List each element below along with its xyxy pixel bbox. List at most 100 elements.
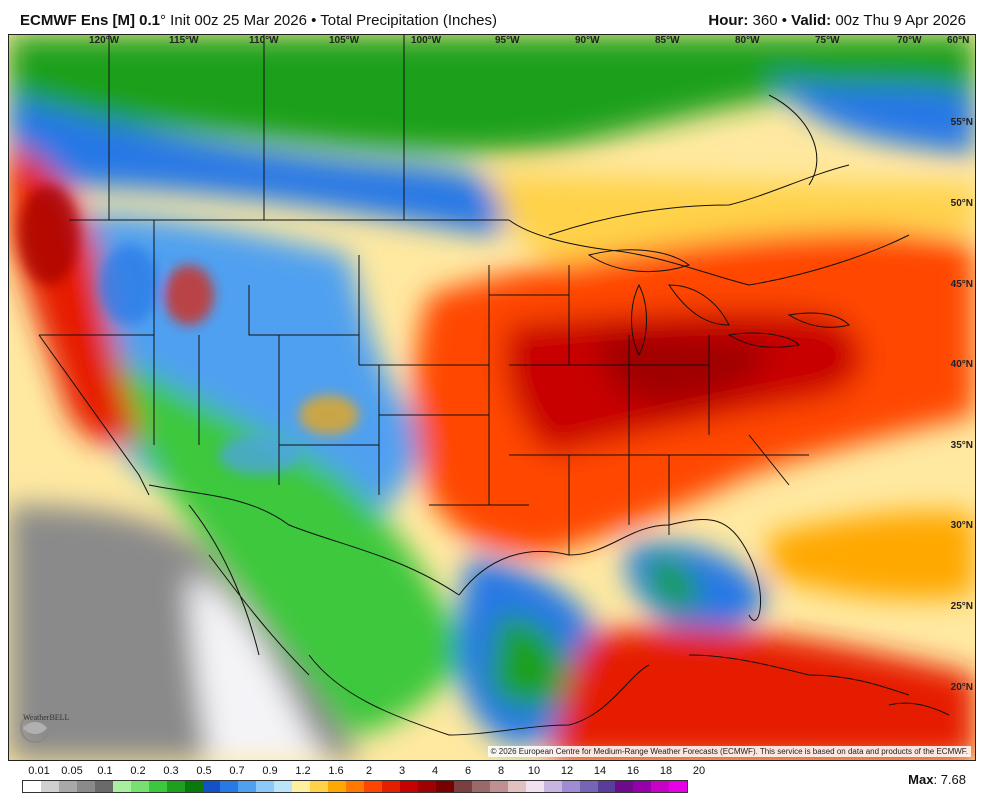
legend-swatch <box>274 781 293 792</box>
lat-label: 35°N <box>950 440 973 451</box>
max-label: Max <box>908 772 934 787</box>
legend-swatch <box>489 781 508 792</box>
legend-tick-label: 1.6 <box>328 765 344 777</box>
legend-tick-label: 3 <box>398 765 406 777</box>
lon-label: 105°W <box>329 35 360 46</box>
precip-legend: 0.01 0.05 0.1 0.2 0.3 0.5 0.7 0.9 1.2 1.6 2 3 4 6 8 10 1… <box>22 765 706 805</box>
lon-label: 85°W <box>655 35 680 46</box>
legend-swatch <box>543 781 562 792</box>
legend-tick-label: 6 <box>464 765 472 777</box>
legend-swatch <box>166 781 185 792</box>
legend-tick-label: 0.01 <box>28 765 50 777</box>
legend-swatch <box>238 781 257 792</box>
legend-tick-label: 0.3 <box>163 765 179 777</box>
boundaries <box>38 35 950 736</box>
legend-swatch <box>58 781 77 792</box>
precipitation-map[interactable]: 120°W 115°W 110°W 105°W 100°W 95°W 90°W … <box>8 34 976 761</box>
lat-label: 60°N <box>947 35 970 46</box>
legend-swatch <box>364 781 383 792</box>
legend-tick-label: 0.9 <box>262 765 278 777</box>
legend-tick-label: 2 <box>365 765 373 777</box>
bullet: • <box>777 12 792 29</box>
legend-tick-label: 0.7 <box>229 765 245 777</box>
lon-label: 80°W <box>735 35 760 46</box>
lat-label: 45°N <box>950 279 973 290</box>
legend-swatch <box>328 781 347 792</box>
lat-label: 30°N <box>950 520 973 531</box>
legend-tick-label: 8 <box>497 765 505 777</box>
legend-tick-label: 18 <box>659 765 673 777</box>
legend-swatch <box>292 781 311 792</box>
legend-swatch <box>435 781 454 792</box>
hour-value: 360 <box>748 12 778 29</box>
legend-tick-label: 14 <box>593 765 607 777</box>
legend-tick-label: 12 <box>560 765 574 777</box>
legend-swatch <box>148 781 167 792</box>
legend-swatch <box>76 781 95 792</box>
lon-label: 95°W <box>495 35 520 46</box>
legend-swatch <box>310 781 329 792</box>
legend-swatch <box>23 781 41 792</box>
legend-tick-label: 4 <box>431 765 439 777</box>
field-name: Total Precipitation (Inches) <box>320 12 498 29</box>
map-title: ECMWF Ens [M] 0.1° Init 00z 25 Mar 2026 … <box>20 12 497 29</box>
legend-tick-label: 20 <box>692 765 706 777</box>
copyright-notice: © 2026 European Centre for Medium-Range … <box>487 746 971 757</box>
legend-swatch <box>400 781 418 792</box>
lat-label: 50°N <box>950 198 973 209</box>
valid-info: Hour: 360 • Valid: 00z Thu 9 Apr 2026 <box>708 12 966 29</box>
valid-value: 00z Thu 9 Apr 2026 <box>831 12 966 29</box>
legend-swatch <box>417 781 436 792</box>
legend-swatch <box>597 781 616 792</box>
lon-label: 110°W <box>249 35 279 46</box>
legend-swatch <box>579 781 598 792</box>
logo-text: WeatherBELL <box>23 713 70 722</box>
legend-swatch <box>220 781 239 792</box>
hour-label: Hour: <box>708 12 749 29</box>
lon-label: 75°W <box>815 35 840 46</box>
legend-swatch <box>471 781 490 792</box>
legend-swatch <box>112 781 131 792</box>
legend-tick-label: 0.1 <box>97 765 113 777</box>
legend-swatch <box>453 781 472 792</box>
legend-swatch <box>256 781 275 792</box>
max-number: : 7.68 <box>933 772 966 787</box>
degree-symbol: ° <box>160 12 167 29</box>
legend-swatch <box>346 781 365 792</box>
weatherbell-logo-icon <box>20 713 50 743</box>
lon-label: 100°W <box>411 35 442 46</box>
model-name: ECMWF Ens [M] 0.1 <box>20 12 161 29</box>
legend-tick-label: 0.5 <box>196 765 212 777</box>
legend-swatch <box>40 781 59 792</box>
lat-label: 25°N <box>950 601 973 612</box>
legend-swatch <box>130 781 149 792</box>
lon-label: 115°W <box>169 35 199 46</box>
bullet: • <box>306 12 321 29</box>
legend-swatch <box>202 781 221 792</box>
legend-swatch <box>382 781 401 792</box>
lon-label: 70°W <box>897 35 922 46</box>
lon-label: 90°W <box>575 35 600 46</box>
legend-swatch <box>651 781 670 792</box>
legend-swatch <box>94 781 113 792</box>
header: ECMWF Ens [M] 0.1° Init 00z 25 Mar 2026 … <box>0 0 984 34</box>
legend-tick-label: 0.05 <box>61 765 83 777</box>
init-time: Init 00z 25 Mar 2026 <box>166 12 307 29</box>
legend-colorbar <box>22 780 688 793</box>
lat-label: 40°N <box>950 359 973 370</box>
legend-tick-label: 16 <box>626 765 640 777</box>
legend-swatch <box>561 781 580 792</box>
valid-label: Valid: <box>791 12 832 29</box>
legend-tick-label: 10 <box>527 765 541 777</box>
max-value: Max: 7.68 <box>908 772 966 787</box>
legend-swatch <box>669 781 688 792</box>
lat-label: 20°N <box>950 682 973 693</box>
legend-swatch <box>525 781 544 792</box>
lon-label: 120°W <box>89 35 120 46</box>
legend-swatch <box>507 781 526 792</box>
legend-swatch <box>633 781 652 792</box>
legend-swatch <box>615 781 634 792</box>
map-canvas <box>9 35 975 760</box>
lat-label: 55°N <box>950 117 973 128</box>
legend-tick-label: 1.2 <box>295 765 311 777</box>
